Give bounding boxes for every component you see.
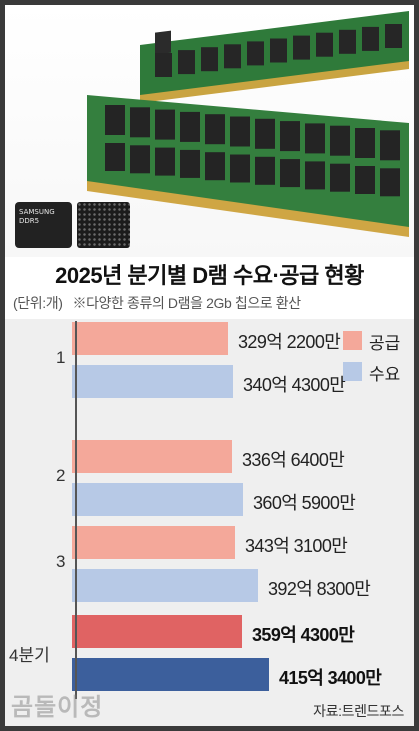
supply-value-label: 343억 3100만 xyxy=(245,536,348,556)
demand-value-label: 415억 3400만 xyxy=(279,668,382,688)
supply-bar xyxy=(72,440,232,473)
legend-label-demand: 수요 xyxy=(369,365,401,384)
legend-swatch-demand xyxy=(343,362,362,381)
memory-chip xyxy=(362,26,379,51)
memory-chip xyxy=(316,32,333,57)
conversion-footnote: ※다양한 종류의 D램을 2Gb 칩으로 환산 xyxy=(72,295,301,311)
memory-chip xyxy=(293,35,310,60)
memory-chip xyxy=(305,161,325,190)
supply-bar xyxy=(72,615,242,648)
category-label: 4분기 xyxy=(9,646,50,665)
memory-chip xyxy=(155,53,172,77)
supply-value-label: 329억 2200만 xyxy=(238,332,341,352)
legend-label-supply: 공급 xyxy=(369,334,401,353)
memory-chip xyxy=(385,24,402,48)
category-label: 3 xyxy=(56,552,66,571)
memory-chip xyxy=(305,123,325,154)
memory-chip xyxy=(230,116,250,147)
category-axis-line xyxy=(75,321,77,699)
supply-value-label: 359억 4300만 xyxy=(252,625,355,645)
memory-chip xyxy=(155,109,175,140)
memory-chip xyxy=(180,149,200,178)
samsung-ddr5-chip: SAMSUNG DDR5 xyxy=(15,202,72,248)
memory-chip xyxy=(280,121,300,152)
memory-chip xyxy=(355,166,375,194)
demand-value-label: 340억 4300만 xyxy=(243,375,346,395)
memory-chip xyxy=(205,152,225,181)
supply-value-label: 336억 6400만 xyxy=(242,450,345,470)
memory-chip xyxy=(255,156,275,185)
memory-chip xyxy=(205,114,225,145)
memory-chip xyxy=(330,163,350,192)
watermark-text: 곰돌이정 xyxy=(11,694,104,721)
memory-chip xyxy=(230,154,250,183)
supply-bar xyxy=(72,526,235,559)
demand-bar xyxy=(72,658,269,691)
memory-chip xyxy=(270,38,287,63)
memory-chip xyxy=(130,107,150,138)
legend-swatch-supply xyxy=(343,331,362,350)
memory-chip xyxy=(224,44,241,69)
memory-chip xyxy=(380,130,400,161)
memory-chip xyxy=(355,128,375,158)
chip-brand-label: SAMSUNG xyxy=(19,208,55,216)
memory-chip xyxy=(380,168,400,197)
memory-chip xyxy=(330,125,350,156)
memory-chip xyxy=(105,105,125,135)
memory-chip xyxy=(255,118,275,149)
chart-note: (단위:개) ※다양한 종류의 D램을 2Gb 칩으로 환산 xyxy=(13,293,413,313)
memory-chip xyxy=(155,147,175,176)
infographic: SAMSUNG DDR5 2025년 분기별 D램 수요·공급 현황 (단위:개… xyxy=(5,5,414,726)
category-label: 2 xyxy=(56,466,66,485)
dram-product-photo: SAMSUNG DDR5 xyxy=(5,5,414,257)
dram-modules-illustration xyxy=(87,11,409,237)
memory-chip xyxy=(130,145,150,174)
memory-chip xyxy=(339,29,356,54)
chart-title: 2025년 분기별 D램 수요·공급 현황 xyxy=(55,263,364,288)
memory-chip xyxy=(280,159,300,188)
supply-bar xyxy=(72,322,228,355)
demand-value-label: 360억 5900만 xyxy=(253,493,356,513)
memory-chip xyxy=(247,41,264,66)
demand-bar xyxy=(72,569,258,602)
chip-model-label: DDR5 xyxy=(19,217,40,225)
demand-bar xyxy=(72,365,233,398)
memory-chip xyxy=(178,50,195,75)
category-label: 1 xyxy=(56,348,66,367)
demand-value-label: 392억 8300만 xyxy=(268,579,371,599)
memory-chip xyxy=(105,143,125,171)
demand-bar xyxy=(72,483,243,516)
memory-chip xyxy=(201,47,218,72)
unit-note: (단위:개) xyxy=(13,295,63,311)
source-credit: 자료:트렌드포스 xyxy=(313,703,404,719)
memory-chip xyxy=(180,111,200,142)
chip-ball-grid xyxy=(77,202,130,248)
